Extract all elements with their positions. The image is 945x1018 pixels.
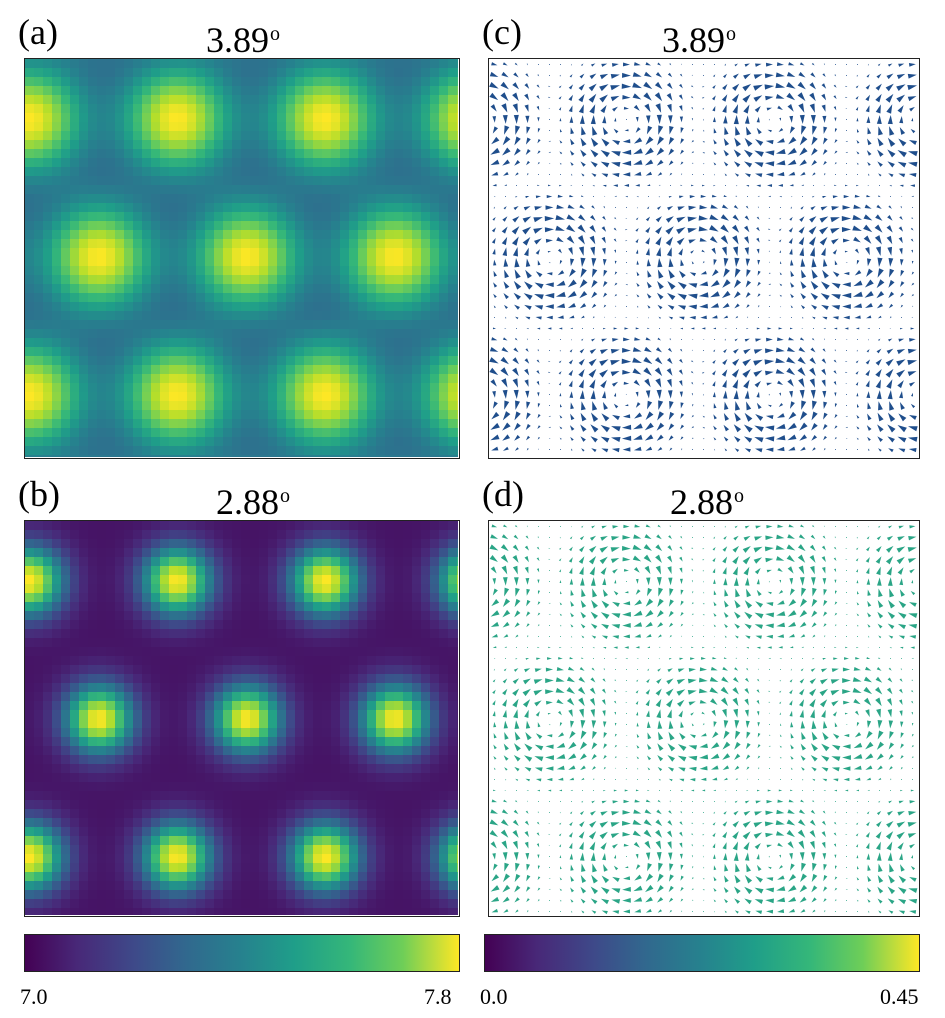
colorbar-left-min-label: 7.0	[20, 984, 48, 1009]
panel-title-b-value: 2.88	[216, 482, 279, 522]
panel-title-d: 2.88o	[670, 484, 744, 520]
vector-panel-c	[488, 58, 920, 459]
panel-title-b-degree: o	[280, 485, 290, 507]
panel-label-c: (c)	[482, 12, 522, 52]
panel-title-d-degree: o	[734, 485, 744, 507]
panel-title-c-degree: o	[726, 23, 736, 45]
colorbar-left-max-label: 7.8	[424, 984, 452, 1009]
panel-title-a-value: 3.89	[206, 20, 269, 60]
colorbar-right	[484, 934, 920, 972]
colorbar-left	[24, 934, 460, 972]
vector-c-svg	[489, 62, 918, 453]
colorbar-right-min-label: 0.0	[480, 984, 508, 1009]
heatmap-panel-b	[24, 520, 460, 917]
panel-title-a: 3.89o	[206, 22, 280, 58]
panel-label-b: (b)	[18, 474, 60, 514]
heatmap-a-svg	[25, 59, 458, 457]
heatmap-panel-a	[24, 58, 460, 459]
panel-title-c-value: 3.89	[662, 20, 725, 60]
panel-label-a: (a)	[18, 12, 58, 52]
panel-title-d-value: 2.88	[670, 482, 733, 522]
vector-panel-d	[488, 520, 920, 917]
vector-d-svg	[489, 524, 918, 915]
heatmap-b-svg	[25, 521, 458, 915]
panel-label-d: (d)	[482, 474, 524, 514]
panel-title-a-degree: o	[270, 23, 280, 45]
panel-title-b: 2.88o	[216, 484, 290, 520]
colorbar-right-max-label: 0.45	[880, 984, 919, 1009]
panel-title-c: 3.89o	[662, 22, 736, 58]
